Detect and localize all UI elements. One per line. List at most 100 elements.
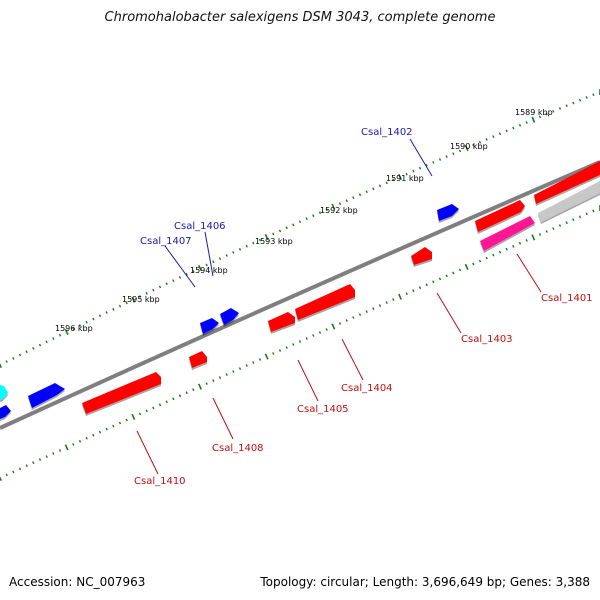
inner-tick-35 <box>232 370 235 373</box>
gene-csal-1407[interactable] <box>200 318 219 334</box>
inner-tick-46 <box>305 337 308 340</box>
outer-tick-59 <box>392 178 395 182</box>
outer-tick-18 <box>118 304 122 308</box>
inner-tick-61 <box>405 292 408 296</box>
outer-tick-32 <box>212 260 215 264</box>
gene-csal-1400[interactable] <box>475 200 525 232</box>
inner-tick-3 <box>18 467 22 471</box>
outer-tick-45 <box>298 220 302 224</box>
gene-csal-1406[interactable] <box>220 308 239 325</box>
outer-tick-57 <box>378 184 382 188</box>
outer-tick-64 <box>425 163 428 167</box>
inner-tick-7 <box>45 455 48 458</box>
inner-tick-84 <box>558 224 562 227</box>
outer-tick-76 <box>505 129 508 133</box>
gene-csal-1403[interactable] <box>411 247 432 265</box>
outer-tick-50 <box>331 203 336 210</box>
outer-tick-53 <box>352 196 355 200</box>
gene-csal-1410[interactable] <box>82 372 161 414</box>
inner-tick-24 <box>158 403 162 407</box>
inner-tick-88 <box>585 212 588 216</box>
reverse-genes <box>82 161 600 414</box>
tick-label-1595: 1595 kbp <box>122 295 160 304</box>
inner-tick-40 <box>264 353 269 360</box>
label-csal-1404: Csal_1404 <box>341 383 393 394</box>
outer-tick-41 <box>272 232 275 236</box>
gene-right-top[interactable] <box>534 161 600 204</box>
gene-other-edge[interactable] <box>0 385 8 400</box>
outer-tick-16 <box>105 311 108 314</box>
outer-tick-78 <box>518 123 522 127</box>
outer-tick-52 <box>345 199 348 203</box>
gene-csal-1405[interactable] <box>268 312 295 332</box>
inner-tick-0 <box>0 476 3 482</box>
gene-pseudo-right[interactable] <box>538 181 600 222</box>
outer-tick-7 <box>45 340 48 344</box>
gene-csal-1404[interactable] <box>295 284 355 320</box>
outer-tick-28 <box>185 272 188 276</box>
outer-tick-6 <box>38 343 42 347</box>
inner-tick-2 <box>12 470 15 474</box>
gene-forward-edge[interactable] <box>0 405 11 419</box>
outer-tick-66 <box>438 158 442 161</box>
outer-tick-46 <box>305 217 308 221</box>
inner-tick-64 <box>425 283 428 287</box>
gene-csal-1402[interactable] <box>437 204 459 221</box>
label-csal-1410: Csal_1410 <box>134 476 186 487</box>
inner-tick-13 <box>85 436 88 440</box>
outer-tick-11 <box>72 327 75 331</box>
outer-tick-36 <box>238 247 242 251</box>
inner-tick-41 <box>272 352 275 355</box>
label-csal-1406: Csal_1406 <box>174 221 226 232</box>
gene-csal-1408[interactable] <box>189 351 207 368</box>
inner-tick-26 <box>172 397 175 401</box>
tick-label-1592: 1592 kbp <box>320 206 358 215</box>
outer-tick-74 <box>492 135 495 138</box>
gene-csal-1401[interactable] <box>480 216 535 251</box>
tick-label-1596: 1596 kbp <box>55 324 93 333</box>
outer-tick-8 <box>52 337 55 340</box>
inner-tick-6 <box>38 458 42 461</box>
inner-tick-45 <box>298 340 302 343</box>
inner-tick-1 <box>5 473 8 477</box>
inner-tick-75 <box>498 250 502 254</box>
label-csal-1401: Csal_1401 <box>541 293 593 304</box>
accession-text: Accession: NC_007963 <box>9 575 146 589</box>
forward-genes <box>0 204 459 419</box>
inner-tick-86 <box>572 218 575 222</box>
outer-tick-21 <box>138 295 142 298</box>
outer-tick-89 <box>592 93 595 97</box>
inner-tick-10 <box>64 444 69 451</box>
inner-tick-21 <box>138 412 142 416</box>
inner-tick-17 <box>112 424 115 428</box>
inner-tick-53 <box>352 316 355 319</box>
outer-tick-38 <box>252 241 255 245</box>
outer-tick-43 <box>285 226 288 230</box>
inner-tick-22 <box>145 409 148 413</box>
outer-tick-19 <box>125 301 128 305</box>
outer-tick-0 <box>0 363 3 369</box>
outer-tick-86 <box>572 101 575 105</box>
outer-tick-72 <box>478 140 482 144</box>
inner-tick-5 <box>32 461 35 465</box>
outer-tick-82 <box>545 112 548 116</box>
inner-tick-19 <box>125 418 128 422</box>
outer-tick-3 <box>18 353 22 357</box>
outer-tick-73 <box>485 138 488 141</box>
gene-forward-left[interactable] <box>28 383 65 408</box>
inner-tick-87 <box>578 215 582 219</box>
inner-tick-29 <box>192 388 195 392</box>
genome-backbone <box>0 160 600 430</box>
inner-tick-74 <box>492 253 495 257</box>
inner-tick-30 <box>198 383 202 390</box>
inner-tick-85 <box>565 221 568 225</box>
inner-tick-77 <box>512 244 515 248</box>
outer-tick-30 <box>197 264 203 272</box>
outer-tick-22 <box>145 291 148 295</box>
inner-tick-48 <box>318 331 322 334</box>
inner-tick-16 <box>105 427 108 431</box>
inner-tick-69 <box>458 268 462 272</box>
inner-tick-62 <box>412 289 415 293</box>
outer-tick-35 <box>232 251 235 254</box>
outer-tick-2 <box>12 356 15 360</box>
